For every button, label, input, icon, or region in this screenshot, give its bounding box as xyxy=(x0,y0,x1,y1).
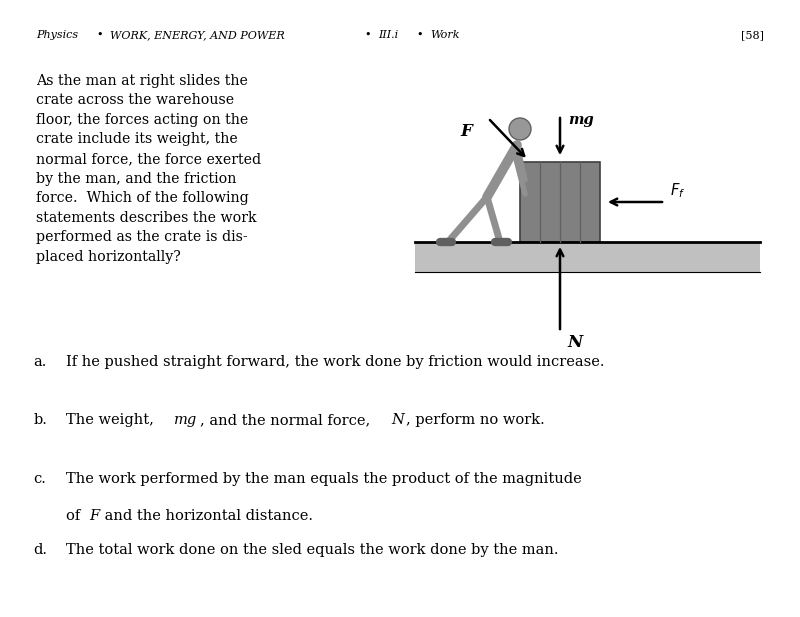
Text: The weight,: The weight, xyxy=(66,413,158,428)
Polygon shape xyxy=(415,242,760,272)
Text: Physics: Physics xyxy=(36,30,78,40)
Text: III.i: III.i xyxy=(378,30,398,40)
Text: b.: b. xyxy=(34,413,47,428)
Text: N: N xyxy=(391,413,404,428)
Text: crate include its weight, the: crate include its weight, the xyxy=(36,133,238,146)
Text: floor, the forces acting on the: floor, the forces acting on the xyxy=(36,113,248,127)
Text: The total work done on the sled equals the work done by the man.: The total work done on the sled equals t… xyxy=(66,543,558,557)
Text: Work: Work xyxy=(430,30,460,40)
Text: The work performed by the man equals the product of the magnitude: The work performed by the man equals the… xyxy=(66,472,582,486)
Text: •: • xyxy=(96,30,102,40)
Polygon shape xyxy=(520,162,600,242)
Text: WORK, ENERGY, AND POWER: WORK, ENERGY, AND POWER xyxy=(110,30,285,40)
Text: $\mathit{F}_f$: $\mathit{F}_f$ xyxy=(670,181,686,200)
Text: statements describes the work: statements describes the work xyxy=(36,210,257,225)
Text: •: • xyxy=(416,30,422,40)
Text: and the horizontal distance.: and the horizontal distance. xyxy=(100,509,313,523)
Text: c.: c. xyxy=(34,472,46,486)
Text: a.: a. xyxy=(34,355,47,369)
Text: by the man, and the friction: by the man, and the friction xyxy=(36,172,236,186)
Text: normal force, the force exerted: normal force, the force exerted xyxy=(36,152,261,166)
Text: crate across the warehouse: crate across the warehouse xyxy=(36,94,234,107)
Text: performed as the crate is dis-: performed as the crate is dis- xyxy=(36,230,248,244)
Text: of: of xyxy=(66,509,85,523)
Text: N: N xyxy=(567,334,582,351)
Circle shape xyxy=(509,118,531,140)
Text: [58]: [58] xyxy=(741,30,764,40)
Text: •: • xyxy=(364,30,370,40)
Text: placed horizontally?: placed horizontally? xyxy=(36,249,181,263)
Text: mg: mg xyxy=(174,413,198,428)
Text: force.  Which of the following: force. Which of the following xyxy=(36,191,249,205)
Text: As the man at right slides the: As the man at right slides the xyxy=(36,74,248,88)
Text: d.: d. xyxy=(34,543,48,557)
Text: F: F xyxy=(460,123,472,140)
Text: , and the normal force,: , and the normal force, xyxy=(200,413,375,428)
Text: , perform no work.: , perform no work. xyxy=(406,413,545,428)
Text: F: F xyxy=(89,509,99,523)
Text: mg: mg xyxy=(568,113,594,127)
Text: If he pushed straight forward, the work done by friction would increase.: If he pushed straight forward, the work … xyxy=(66,355,604,369)
